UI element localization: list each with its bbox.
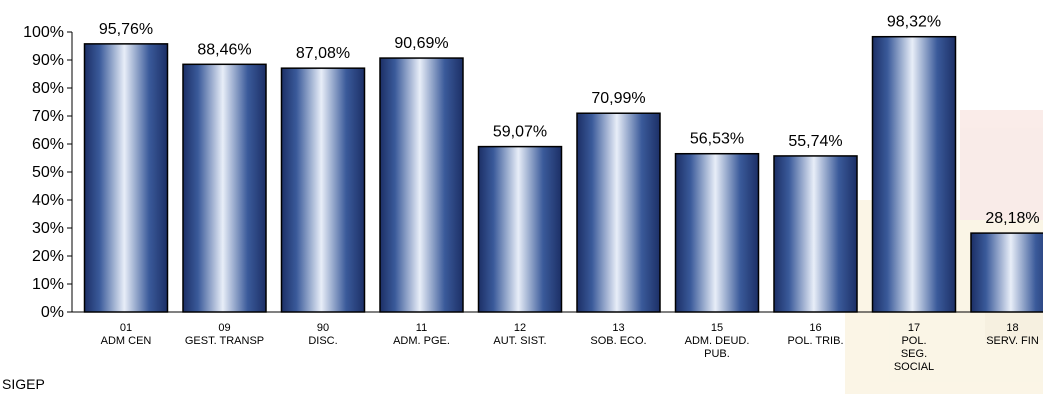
category-label: SERV. FIN (986, 335, 1039, 347)
y-tick-label: 30% (32, 220, 64, 237)
bar-value-label: 95,76% (99, 21, 153, 38)
category-label: 13 (612, 322, 624, 334)
bar-value-label: 98,32% (887, 14, 941, 31)
bar (773, 155, 858, 313)
category-label: 90 (317, 322, 329, 334)
bar-value-label: 59,07% (493, 124, 547, 141)
category-label: 17 (908, 322, 920, 334)
bars (83, 35, 1043, 313)
bar-value-label: 28,18% (985, 210, 1039, 227)
y-tick-label: 0% (41, 304, 64, 321)
y-tick-label: 20% (32, 248, 64, 265)
y-tick-label: 100% (23, 24, 64, 41)
bar (477, 145, 563, 313)
bar (83, 43, 169, 313)
category-label: SOB. ECO. (590, 335, 646, 347)
y-tick-label: 70% (32, 108, 64, 125)
footer-text: SIGEP (2, 376, 45, 392)
category-label: DISC. (308, 335, 337, 347)
bar-value-label: 87,08% (296, 45, 350, 62)
category-label: 16 (809, 322, 821, 334)
y-tick-label: 90% (32, 52, 64, 69)
bar-value-label: 55,74% (788, 133, 842, 150)
category-label: 18 (1006, 322, 1018, 334)
category-label: POL. TRIB. (787, 335, 843, 347)
bar (280, 67, 366, 313)
category-label: SOCIAL (894, 361, 934, 373)
bar (871, 35, 957, 313)
y-tick-label: 60% (32, 136, 64, 153)
bar-value-label: 70,99% (591, 90, 645, 107)
bar (674, 152, 760, 313)
bar (379, 57, 464, 313)
y-tick-label: 40% (32, 192, 64, 209)
bar-value-label: 88,46% (197, 41, 251, 58)
bar (970, 232, 1043, 313)
bar (576, 112, 661, 313)
y-tick-label: 50% (32, 164, 64, 181)
category-label: ADM. PGE. (393, 335, 450, 347)
category-label: 12 (514, 322, 526, 334)
category-label: 01 (120, 322, 132, 334)
category-label: PUB. (704, 348, 730, 360)
bar-value-label: 56,53% (690, 131, 744, 148)
category-label: ADM. DEUD. (685, 335, 750, 347)
category-label: ADM CEN (101, 335, 152, 347)
y-tick-label: 10% (32, 276, 64, 293)
bar (182, 63, 267, 313)
y-tick-label: 80% (32, 80, 64, 97)
category-label: 09 (218, 322, 230, 334)
bar-value-label: 90,69% (394, 35, 448, 52)
category-label: AUT. SIST. (493, 335, 546, 347)
category-label: SEG. (901, 348, 927, 360)
data-labels: 95,76% 88,46% 87,08% 90,69% 59,07% 70,99% 56,5… (99, 14, 1040, 227)
category-label: GEST. TRANSP (185, 335, 264, 347)
category-label: 15 (711, 322, 723, 334)
category-label: POL. (901, 335, 926, 347)
category-label: 11 (416, 322, 427, 334)
